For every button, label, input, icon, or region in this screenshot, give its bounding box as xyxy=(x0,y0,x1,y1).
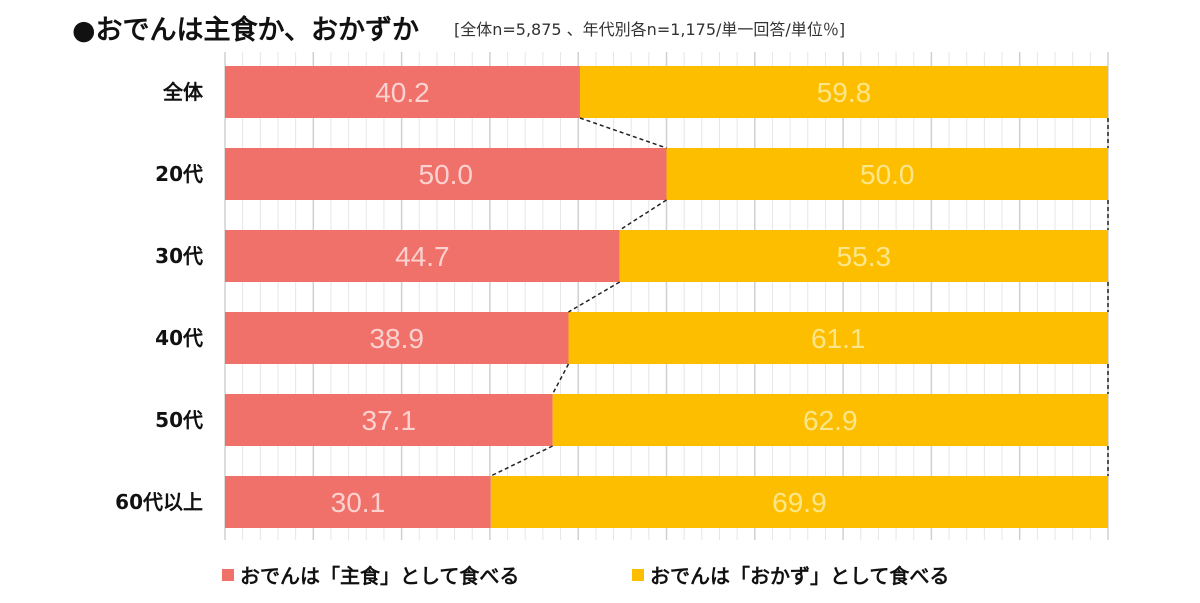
value-labels: 40.2 59.8 50.0 50.0 44.7 55.3 38.9 61.1 37.1 62.9… xyxy=(331,77,915,518)
value-label-okazu: 69.9 xyxy=(772,487,827,518)
bar-shushoku xyxy=(225,148,667,200)
value-label-shushoku: 50.0 xyxy=(419,159,474,190)
legend-item-shushoku: おでんは「主食」として食べる xyxy=(222,560,519,589)
grid-lines xyxy=(224,52,1109,540)
value-label-shushoku: 38.9 xyxy=(369,323,424,354)
category-label: 20代 xyxy=(155,162,203,186)
value-label-shushoku: 37.1 xyxy=(362,405,417,436)
bar-okazu xyxy=(619,230,1108,282)
bar-okazu xyxy=(579,66,1108,118)
bar-shushoku xyxy=(225,230,620,282)
connector-line-shushoku xyxy=(579,117,667,149)
category-label: 30代 xyxy=(155,244,203,268)
legend-swatch-shushoku xyxy=(222,568,234,581)
category-label: 50代 xyxy=(155,408,203,432)
value-label-shushoku: 44.7 xyxy=(395,241,450,272)
bar-okazu xyxy=(568,312,1108,364)
connector-line-shushoku xyxy=(490,445,553,477)
bar-okazu xyxy=(490,476,1109,528)
bar-shushoku xyxy=(225,66,580,118)
value-label-okazu: 59.8 xyxy=(817,77,872,108)
series-connectors xyxy=(490,117,1109,477)
category-label: 40代 xyxy=(155,326,203,350)
bars xyxy=(225,66,1109,528)
legend-label-shushoku: おでんは「主食」として食べる xyxy=(240,564,520,588)
bar-okazu xyxy=(552,394,1108,446)
value-label-okazu: 50.0 xyxy=(860,159,915,190)
chart-title: ●おでんは主食か、おかずか xyxy=(72,15,420,46)
value-label-shushoku: 30.1 xyxy=(331,487,386,518)
connector-line-shushoku xyxy=(568,281,621,313)
legend-item-okazu: おでんは「おかず」として食べる xyxy=(632,560,949,589)
bar-shushoku xyxy=(225,394,553,446)
value-label-shushoku: 40.2 xyxy=(375,77,430,108)
legend-swatch-okazu xyxy=(632,568,644,581)
bar-okazu xyxy=(666,148,1108,200)
connector-line-shushoku xyxy=(619,199,667,231)
bar-shushoku xyxy=(225,476,491,528)
value-label-okazu: 61.1 xyxy=(811,323,866,354)
bar-shushoku xyxy=(225,312,569,364)
value-label-okazu: 55.3 xyxy=(837,241,892,272)
legend-label-okazu: おでんは「おかず」として食べる xyxy=(650,564,950,588)
connector-line-shushoku xyxy=(551,363,570,395)
value-label-okazu: 62.9 xyxy=(803,405,858,436)
category-label: 全体 xyxy=(162,80,204,104)
category-label: 60代以上 xyxy=(115,490,203,514)
category-labels: 全体 20代 30代 40代 50代 60代以上 xyxy=(115,80,204,514)
chart-subtitle: [全体n=5,875 、年代別各n=1,175/単一回答/単位％] xyxy=(454,20,846,39)
